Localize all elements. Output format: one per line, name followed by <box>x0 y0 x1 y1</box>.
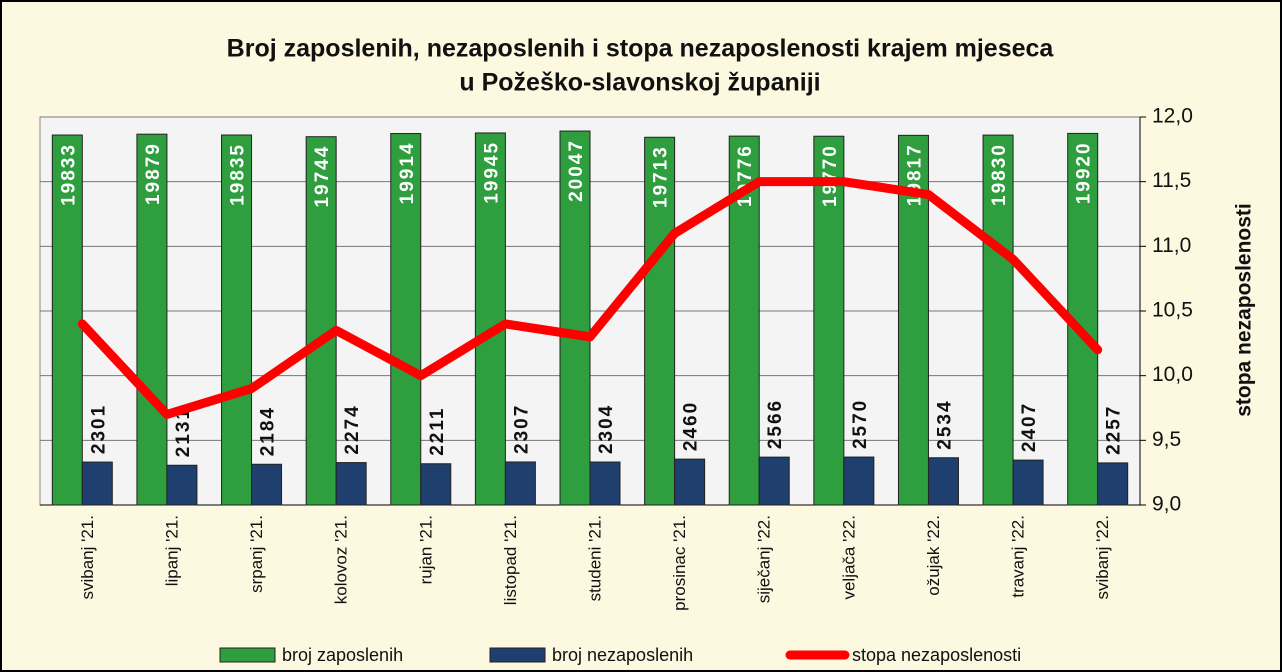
data-label: 19830 <box>989 143 1010 206</box>
data-label: 20047 <box>566 139 587 202</box>
data-label: 2534 <box>934 399 955 449</box>
data-label: 2301 <box>88 404 109 454</box>
data-label: 2274 <box>342 404 363 454</box>
bar <box>51 134 83 506</box>
bar <box>758 456 790 506</box>
data-label: 2304 <box>596 404 617 454</box>
bar <box>251 463 283 506</box>
bar <box>559 130 591 506</box>
data-label: 19833 <box>58 143 79 206</box>
chart-title: Broj zaposlenih, nezaposlenih i stopa ne… <box>227 35 1055 63</box>
x-tick-label: lipanj '21. <box>162 515 181 586</box>
data-label: 2307 <box>511 404 532 454</box>
data-label: 2211 <box>427 407 448 456</box>
y2-tick-label: 10,0 <box>1152 363 1193 386</box>
x-tick-label: travanj '22. <box>1009 515 1028 598</box>
bar <box>504 461 536 506</box>
bar <box>305 136 337 506</box>
data-label: 19914 <box>397 142 418 205</box>
x-tick-label: veljača '22. <box>839 515 858 600</box>
y2-axis-title: stopa nezaposlenosti <box>1233 203 1256 417</box>
x-tick-label: ožujak '22. <box>924 515 943 596</box>
bar <box>420 463 452 506</box>
bar <box>390 133 422 506</box>
x-tick-label: srpanj '21. <box>247 515 266 593</box>
data-label: 2407 <box>1019 402 1040 452</box>
bar <box>1067 132 1099 506</box>
y2-tick-label: 10,5 <box>1152 299 1193 322</box>
legend-swatch <box>219 647 276 663</box>
bar <box>982 134 1014 506</box>
data-label: 19945 <box>481 141 502 204</box>
bar <box>474 132 506 506</box>
bar <box>81 461 113 506</box>
data-label: 2566 <box>765 399 786 449</box>
data-label: 2257 <box>1104 405 1125 455</box>
bar <box>136 133 168 506</box>
bar <box>589 461 621 506</box>
chart-title: u Požeško-slavonskoj županiji <box>459 69 820 97</box>
legend-label: stopa nezaposlenosti <box>852 645 1021 665</box>
bar <box>335 462 367 506</box>
data-label: 19920 <box>1074 141 1095 204</box>
x-tick-label: svibanj '21. <box>78 515 97 600</box>
data-label: 19713 <box>651 145 672 208</box>
data-label: 2570 <box>850 399 871 449</box>
bar <box>674 458 706 506</box>
data-label: 2460 <box>681 401 702 451</box>
line <box>77 177 1103 419</box>
y2-tick-label: 9,5 <box>1152 428 1181 451</box>
bar <box>644 136 676 506</box>
bar <box>1012 459 1044 506</box>
data-label: 2184 <box>258 406 279 456</box>
legend-swatch <box>489 647 546 663</box>
bar <box>1097 462 1129 506</box>
data-label: 2131 <box>173 407 194 457</box>
data-label: 19770 <box>820 144 841 207</box>
data-label: 19744 <box>312 145 333 208</box>
x-tick-label: kolovoz '21. <box>332 515 351 604</box>
x-tick-label: listopad '21. <box>501 515 520 605</box>
y2-tick-label: 12,0 <box>1152 105 1193 128</box>
bar <box>813 135 845 506</box>
x-tick-label: siječanj '22. <box>755 515 774 603</box>
x-tick-label: rujan '21. <box>416 515 435 584</box>
bar <box>166 464 198 506</box>
x-tick-label: studeni '21. <box>585 515 604 601</box>
data-label: 19879 <box>143 142 164 205</box>
bar <box>221 134 253 506</box>
y2-tick-label: 11,5 <box>1152 169 1191 192</box>
y2-tick-label: 9,0 <box>1152 493 1181 516</box>
x-tick-label: svibanj '22. <box>1093 515 1112 600</box>
legend-label: broj nezaposlenih <box>552 645 693 665</box>
x-tick-label: prosinac '21. <box>670 515 689 611</box>
y2-tick-label: 11,0 <box>1152 234 1191 257</box>
legend-label: broj zaposlenih <box>282 645 403 665</box>
bar <box>843 456 875 506</box>
bar <box>927 457 959 506</box>
data-label: 19835 <box>228 143 249 206</box>
